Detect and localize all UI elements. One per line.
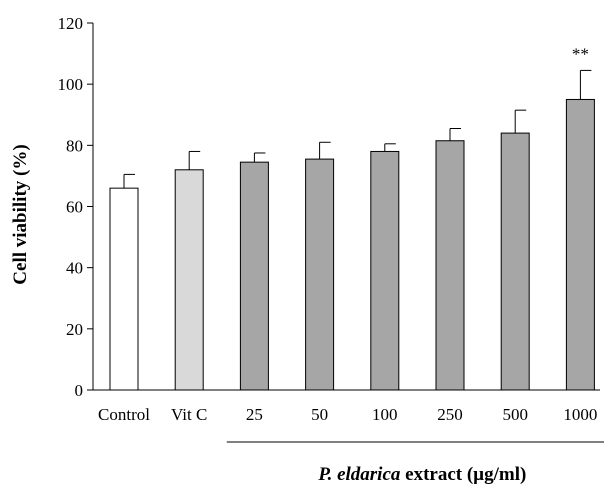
x-tick-label: 250 <box>437 405 463 424</box>
bars: ** <box>109 44 595 391</box>
y-tick-label: 120 <box>58 14 84 33</box>
x-tick-label: 500 <box>502 405 528 424</box>
bar <box>239 161 269 391</box>
bar <box>500 132 530 391</box>
bar <box>370 150 400 391</box>
x-tick-label: 50 <box>311 405 328 424</box>
y-tick-label: 40 <box>66 259 83 278</box>
extract-group-label-italic: P. eldarica <box>317 464 400 485</box>
x-tick-label: 1000 <box>563 405 597 424</box>
x-tick-label: Vit C <box>171 405 207 424</box>
bar <box>565 98 595 391</box>
y-tick-label: 20 <box>66 320 83 339</box>
bar <box>109 187 139 391</box>
x-tick-label: 100 <box>372 405 398 424</box>
bar <box>174 169 204 391</box>
y-tick-label: 60 <box>66 198 83 217</box>
y-tick-label: 80 <box>66 136 83 155</box>
y-axis: 0 20 40 60 80 100 120 <box>58 14 94 400</box>
x-tick-label: 25 <box>246 405 263 424</box>
x-axis: Control Vit C 25 50 100 250 500 1000 <box>93 389 600 424</box>
bar <box>435 140 465 391</box>
extract-group-label-rest: extract (µg/ml) <box>400 464 526 485</box>
y-tick-label: 0 <box>75 381 84 400</box>
x-tick-label: Control <box>98 405 150 424</box>
significance-marker: ** <box>572 44 589 63</box>
y-tick-label: 100 <box>58 75 84 94</box>
extract-group-label: P. eldarica extract (µg/ml) <box>317 464 526 485</box>
bar <box>305 158 335 391</box>
y-axis-label: Cell viability (%) <box>10 144 31 284</box>
